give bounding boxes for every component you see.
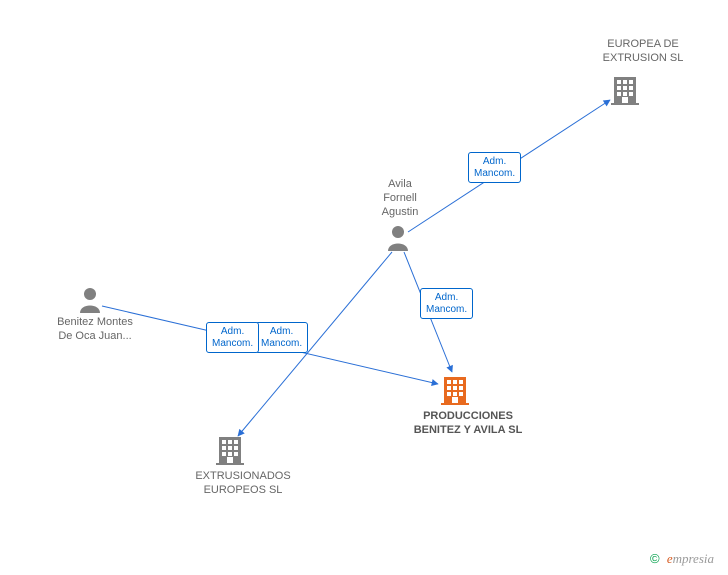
edge-label: Adm.Mancom. bbox=[420, 288, 473, 319]
brand-rest: mpresia bbox=[673, 551, 714, 566]
node-label: Benitez Montes De Oca Juan... bbox=[50, 316, 140, 344]
edge-label: Adm.Mancom. bbox=[206, 322, 259, 353]
node-label: EUROPEA DE EXTRUSION SL bbox=[588, 38, 698, 66]
node-label: PRODUCCIONES BENITEZ Y AVILA SL bbox=[408, 410, 528, 438]
diagram-canvas: EUROPEA DE EXTRUSION SL Avila Fornell Agu… bbox=[0, 0, 728, 575]
node-label: EXTRUSIONADOS EUROPEOS SL bbox=[178, 470, 308, 498]
watermark: © empresia bbox=[650, 551, 714, 567]
edge-label: Adm.Mancom. bbox=[468, 152, 521, 183]
node-label: Avila Fornell Agustin bbox=[370, 178, 430, 219]
copyright-symbol: © bbox=[650, 551, 660, 566]
edge-label: Adm.Mancom. bbox=[255, 322, 308, 353]
